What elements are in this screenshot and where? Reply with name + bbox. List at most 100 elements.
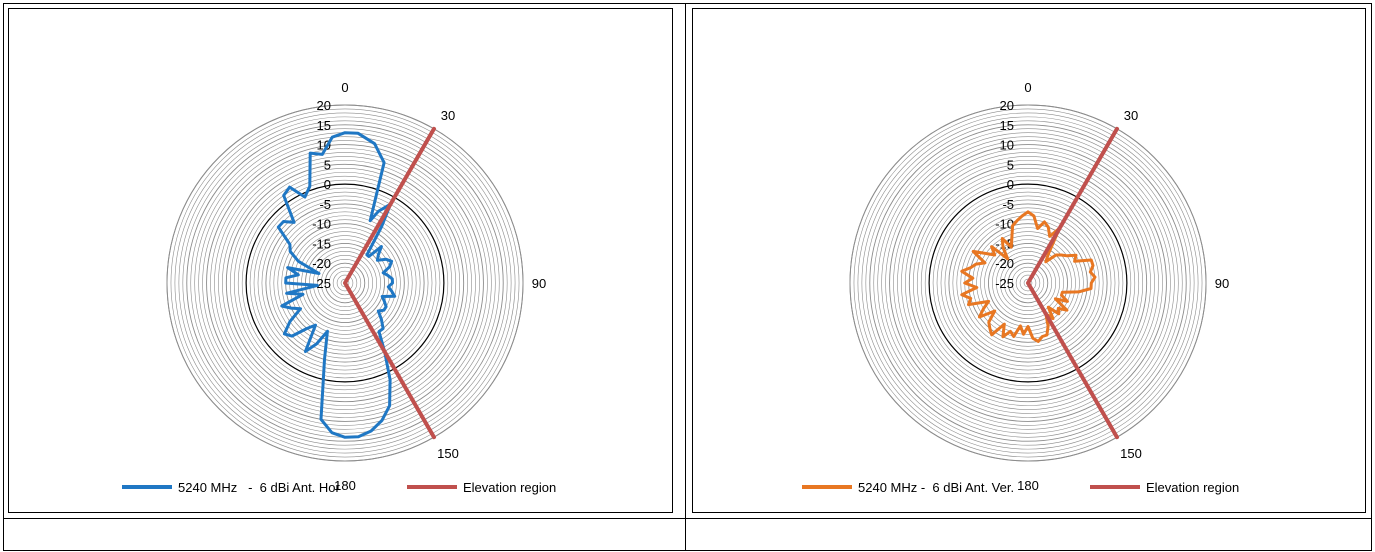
- table-col-divider: [685, 3, 686, 551]
- grid-ring: [940, 195, 1116, 371]
- grid-ring: [952, 207, 1104, 359]
- angle-tick-label: 150: [1120, 446, 1142, 461]
- grid-ring: [972, 227, 1084, 339]
- grid-ring: [269, 207, 421, 359]
- legend-label: Elevation region: [463, 480, 556, 495]
- grid-ring: [237, 175, 453, 391]
- grid-ring: [320, 258, 370, 308]
- grid-ring: [317, 255, 373, 311]
- grid-ring: [182, 120, 508, 446]
- grid-ring: [1019, 274, 1037, 292]
- grid-ring: [932, 187, 1124, 379]
- grid-ring: [924, 179, 1132, 387]
- grid-ring: [1007, 262, 1049, 304]
- angle-tick-label: 30: [1124, 108, 1138, 123]
- grid-ring: [241, 179, 449, 387]
- grid-ring: [198, 136, 492, 430]
- angle-tick-label: 90: [532, 276, 546, 291]
- grid-ring: [210, 148, 480, 418]
- grid-ring: [885, 140, 1171, 426]
- grid-ring: [1003, 258, 1053, 308]
- legend-label: 5240 MHz - 6 dBi Ant. Ver.: [858, 480, 1014, 495]
- grid-ring: [987, 242, 1069, 324]
- grid-ring: [328, 266, 362, 300]
- table-frame: [3, 3, 1372, 551]
- grid-ring: [869, 124, 1187, 442]
- grid-ring: [233, 171, 457, 395]
- radial-tick-label: 5: [324, 157, 331, 172]
- grid-ring: [253, 191, 437, 375]
- grid-ring: [861, 116, 1195, 450]
- grid-ring: [936, 191, 1120, 375]
- grid-ring: [996, 251, 1060, 315]
- grid-ring: [992, 247, 1064, 319]
- legend-label: 5240 MHz - 6 dBi Ant. Hor: [178, 480, 341, 495]
- table-row-divider: [3, 518, 1372, 519]
- grid-ring: [980, 235, 1076, 331]
- polar-grid: [849, 104, 1207, 462]
- radial-tick-label: 20: [1000, 98, 1014, 113]
- angle-tick-label: 30: [441, 108, 455, 123]
- grid-ring: [313, 251, 377, 315]
- grid-ring: [186, 124, 504, 442]
- grid-ring: [229, 167, 461, 399]
- grid-ring: [222, 160, 468, 406]
- grid-ring: [897, 152, 1159, 414]
- grid-ring: [853, 108, 1203, 458]
- radial-tick-label: 5: [1007, 157, 1014, 172]
- grid-ring: [225, 163, 465, 403]
- legend-label: Elevation region: [1146, 480, 1239, 495]
- series-radiation-pattern: [960, 210, 1097, 343]
- grid-ring: [960, 215, 1096, 351]
- grid-ring: [214, 152, 476, 414]
- grid-ring: [857, 112, 1199, 454]
- radial-tick-label: -20: [995, 256, 1014, 271]
- radial-tick-label: 10: [317, 138, 331, 153]
- angle-tick-label: 180: [334, 478, 356, 493]
- chart-panel-vertical: 20 15 10 5 0 -5 -10 -15 -20 -25 0 30 90 150 180 5240 MH…: [692, 8, 1366, 504]
- grid-ring: [261, 199, 429, 367]
- grid-ring: [265, 203, 425, 363]
- grid-ring: [336, 274, 354, 292]
- grid-ring: [309, 247, 381, 319]
- angle-tick-label: 90: [1215, 276, 1229, 291]
- grid-ring: [324, 262, 366, 304]
- grid-ring: [901, 156, 1155, 410]
- grid-ring: [920, 175, 1136, 391]
- grid-rim: [849, 104, 1207, 462]
- grid-ring: [905, 160, 1151, 406]
- grid-ring: [332, 270, 358, 296]
- grid-ring: [908, 163, 1148, 403]
- chart-panel-horizontal: 20 15 10 5 0 -5 -10 -15 -20 -25 0 30 90 150 180 5240 MH…: [8, 8, 673, 504]
- grid-rim: [166, 104, 524, 462]
- radial-tick-label: -5: [319, 197, 331, 212]
- grid-ring: [881, 136, 1175, 430]
- radial-tick-label: -10: [312, 217, 331, 232]
- grid-ring: [948, 203, 1108, 363]
- grid-ring: [1000, 255, 1056, 311]
- grid-ring: [281, 219, 409, 347]
- table-cell-left: [8, 8, 673, 513]
- grid-ring: [916, 171, 1140, 395]
- grid-ring: [1011, 266, 1045, 300]
- grid-ring: [273, 211, 417, 355]
- grid-ring: [877, 132, 1179, 434]
- grid-ring: [944, 199, 1112, 367]
- grid-ring: [865, 120, 1191, 446]
- radial-tick-label: 0: [1007, 177, 1014, 192]
- radial-tick-label: -25: [995, 276, 1014, 291]
- grid-ring: [249, 187, 441, 379]
- grid-ring: [976, 231, 1080, 335]
- table-cell-right: [692, 8, 1366, 513]
- grid-ring: [174, 112, 516, 454]
- grid-ring: [277, 215, 413, 351]
- grid-ring: [893, 148, 1163, 418]
- grid-ring: [928, 183, 1128, 383]
- grid-ring: [245, 183, 445, 383]
- radial-tick-label: 10: [1000, 138, 1014, 153]
- angle-tick-label: 180: [1017, 478, 1039, 493]
- grid-ring: [202, 140, 488, 426]
- radial-tick-label: -10: [995, 217, 1014, 232]
- radial-tick-label: 0: [324, 177, 331, 192]
